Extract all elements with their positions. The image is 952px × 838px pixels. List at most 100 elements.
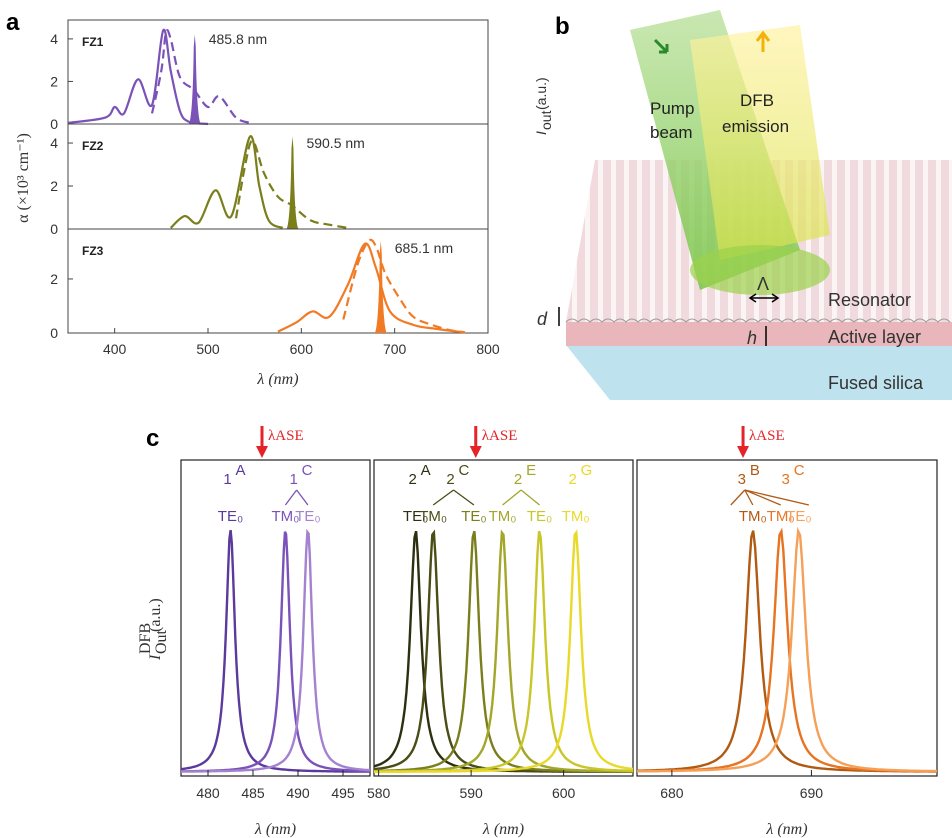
x-axis-label: λ (nm) bbox=[256, 371, 298, 388]
y-axis-label: α (×10³ cm⁻¹) bbox=[15, 133, 32, 223]
fused-silica-layer bbox=[566, 345, 952, 400]
photoluminescence-line bbox=[342, 238, 465, 334]
active-layer bbox=[566, 322, 952, 346]
d-symbol: d bbox=[537, 309, 548, 329]
ase-peak bbox=[374, 241, 387, 333]
pump-label-2: beam bbox=[650, 123, 693, 142]
mode-label: TE₀ bbox=[295, 508, 320, 525]
y-axis-unit: (a.u.) bbox=[147, 598, 164, 632]
dfb-label-2: emission bbox=[722, 117, 789, 136]
mode-group-arrow bbox=[730, 489, 746, 506]
mode-group-arrow bbox=[744, 489, 810, 506]
pump-arrow-icon bbox=[653, 38, 669, 54]
mode-group-arrow bbox=[296, 489, 309, 506]
mode-label: TE₀ bbox=[786, 508, 811, 525]
ase-label: λASE bbox=[268, 428, 304, 444]
mode-group-label: 3 bbox=[738, 471, 746, 488]
y-tick-label: 0 bbox=[50, 325, 58, 341]
subplot-frame bbox=[67, 228, 489, 334]
mode-label: TE₀ bbox=[218, 508, 243, 525]
mode-group-arrow bbox=[502, 489, 522, 506]
mode-label: TM₀ bbox=[271, 508, 299, 525]
y-tick-label: 0 bbox=[50, 116, 58, 132]
subplot-frame bbox=[180, 459, 371, 777]
subplot-name: FZ3 bbox=[82, 244, 104, 258]
absorbance-line bbox=[169, 135, 284, 229]
mode-group-sup: C bbox=[794, 462, 805, 479]
y-tick-label: 2 bbox=[50, 271, 58, 287]
x-tick-label: 680 bbox=[660, 785, 684, 801]
yaxis-unit: (a.u.) bbox=[533, 77, 549, 110]
x-tick-label: 400 bbox=[103, 341, 127, 357]
peak-label: 590.5 nm bbox=[306, 135, 364, 151]
mode-group-label: 2 bbox=[408, 471, 416, 488]
dfb-peak-line bbox=[180, 529, 370, 773]
mode-group-sup: C bbox=[302, 462, 313, 479]
mode-group-sup: A bbox=[421, 462, 431, 479]
x-axis-label: λ (nm) bbox=[765, 821, 807, 838]
mode-group-arrow bbox=[744, 489, 754, 506]
subplot-frame bbox=[373, 459, 634, 777]
mode-group-label: 3 bbox=[782, 471, 790, 488]
x-tick-label: 495 bbox=[331, 785, 355, 801]
x-tick-label: 485 bbox=[241, 785, 265, 801]
x-tick-label: 600 bbox=[552, 785, 576, 801]
dfb-peak-line bbox=[180, 531, 370, 773]
mode-label: TM₀ bbox=[767, 508, 795, 525]
mode-group-arrow bbox=[432, 489, 454, 506]
y-tick-label: 0 bbox=[50, 221, 58, 237]
ase-arrowhead bbox=[737, 446, 750, 458]
period-arrow-icon bbox=[748, 293, 780, 303]
mode-group-label: 2 bbox=[568, 471, 576, 488]
x-tick-label: 690 bbox=[800, 785, 824, 801]
yaxis-i: I bbox=[533, 131, 549, 135]
absorbance-line bbox=[277, 242, 465, 334]
ase-label: λASE bbox=[482, 428, 518, 444]
subplot-name: FZ2 bbox=[82, 139, 104, 153]
x-tick-label: 800 bbox=[476, 341, 500, 357]
mode-group-sup: G bbox=[581, 462, 593, 479]
mode-label: TM₀ bbox=[739, 508, 767, 525]
mode-group-label: 1 bbox=[223, 471, 231, 488]
mode-label: TM₀ bbox=[489, 508, 517, 525]
y-axis-sub: Out bbox=[153, 629, 170, 654]
y-tick-label: 2 bbox=[50, 178, 58, 194]
panel-c-label: c bbox=[146, 425, 159, 452]
subplot-frame bbox=[636, 459, 938, 777]
mode-group-sup: C bbox=[459, 462, 470, 479]
x-tick-label: 580 bbox=[367, 785, 391, 801]
y-tick-label: 4 bbox=[50, 31, 58, 47]
x-tick-label: 600 bbox=[290, 341, 314, 357]
x-tick-label: 490 bbox=[286, 785, 310, 801]
ase-peak bbox=[188, 34, 201, 124]
mode-group-label: 2 bbox=[446, 471, 454, 488]
fused-silica-label: Fused silica bbox=[828, 373, 924, 393]
mode-label: TM₀ bbox=[562, 508, 590, 525]
mode-label: TE₀ bbox=[527, 508, 552, 525]
subplot-name: FZ1 bbox=[82, 35, 104, 49]
period-symbol: Λ bbox=[757, 274, 769, 294]
photoluminescence-line bbox=[150, 29, 251, 124]
dfb-peak-line bbox=[637, 530, 937, 773]
photoluminescence-line bbox=[234, 139, 349, 229]
mode-group-sup: A bbox=[236, 462, 246, 479]
dfb-peak-line bbox=[636, 526, 937, 773]
y-tick-label: 4 bbox=[50, 135, 58, 151]
mode-group-arrow bbox=[284, 489, 298, 506]
x-axis-label: λ (nm) bbox=[482, 821, 524, 838]
mode-group-label: 1 bbox=[289, 471, 297, 488]
grating-profile bbox=[565, 318, 951, 323]
panel-b-label: b bbox=[555, 13, 570, 40]
mode-group-sup: B bbox=[750, 462, 760, 479]
panel-a-absorption-chart: 0 2 4 FZ1 485.8 nm 0 2 4 FZ2 590.5 nm 0 2 FZ3 685.1 n… bbox=[15, 19, 500, 388]
yaxis-sub: out bbox=[538, 110, 554, 130]
ase-peak bbox=[286, 136, 299, 229]
mode-group-sup: E bbox=[526, 462, 536, 479]
peak-label: 685.1 nm bbox=[395, 240, 453, 256]
dfb-label-1: DFB bbox=[740, 91, 774, 110]
mode-label: TE₀ bbox=[461, 508, 486, 525]
ase-label: λASE bbox=[749, 428, 785, 444]
